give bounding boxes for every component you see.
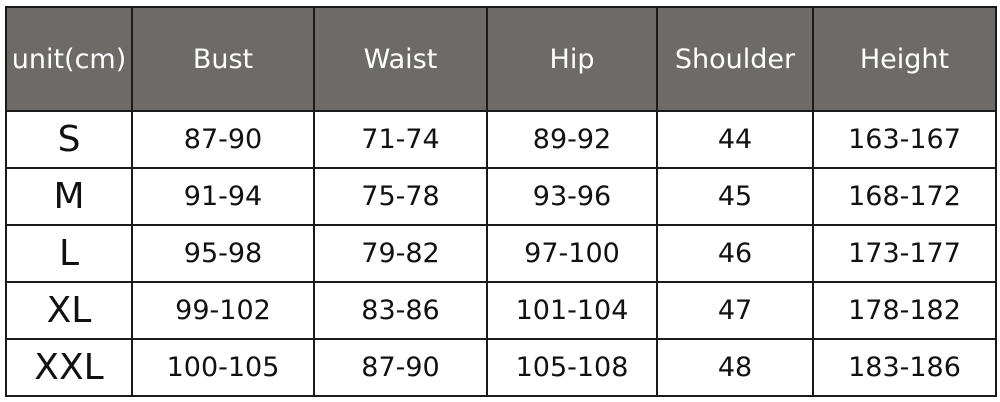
measurement-cell: 83-86	[313, 281, 488, 340]
table-body: S 87-90 71-74 89-92 44 163-167 M 91-94 75-78 93-9…	[5, 110, 997, 397]
measurement-cell: 87-90	[313, 338, 488, 397]
measurement-cell: 99-102	[131, 281, 315, 340]
measurement-cell: 75-78	[313, 167, 488, 226]
column-header: Height	[812, 6, 997, 112]
measurement-cell: 87-90	[131, 110, 315, 169]
measurement-cell: 97-100	[486, 224, 658, 283]
measurement-cell: 71-74	[313, 110, 488, 169]
table-row: M 91-94 75-78 93-96 45 168-172	[5, 167, 997, 226]
size-label-cell: XXL	[5, 338, 133, 397]
size-chart-table: unit(cm) Bust Waist Hip Shoulder Height S 87-9…	[5, 6, 997, 397]
measurement-cell: 47	[656, 281, 814, 340]
measurement-cell: 173-177	[812, 224, 997, 283]
measurement-cell: 163-167	[812, 110, 997, 169]
measurement-cell: 95-98	[131, 224, 315, 283]
measurement-cell: 48	[656, 338, 814, 397]
column-header: Shoulder	[656, 6, 814, 112]
measurement-cell: 101-104	[486, 281, 658, 340]
table-row: XL 99-102 83-86 101-104 47 178-182	[5, 281, 997, 340]
measurement-cell: 46	[656, 224, 814, 283]
size-label-cell: M	[5, 167, 133, 226]
measurement-cell: 100-105	[131, 338, 315, 397]
size-label-cell: S	[5, 110, 133, 169]
table-row: XXL 100-105 87-90 105-108 48 183-186	[5, 338, 997, 397]
measurement-cell: 44	[656, 110, 814, 169]
measurement-cell: 178-182	[812, 281, 997, 340]
column-header: Bust	[131, 6, 315, 112]
measurement-cell: 183-186	[812, 338, 997, 397]
header-row: unit(cm) Bust Waist Hip Shoulder Height	[5, 6, 997, 112]
column-header: Hip	[486, 6, 658, 112]
column-header: Waist	[313, 6, 488, 112]
size-label-cell: L	[5, 224, 133, 283]
table-row: L 95-98 79-82 97-100 46 173-177	[5, 224, 997, 283]
table-row: S 87-90 71-74 89-92 44 163-167	[5, 110, 997, 169]
column-header: unit(cm)	[5, 6, 133, 112]
measurement-cell: 89-92	[486, 110, 658, 169]
size-label-cell: XL	[5, 281, 133, 340]
measurement-cell: 105-108	[486, 338, 658, 397]
measurement-cell: 79-82	[313, 224, 488, 283]
measurement-cell: 45	[656, 167, 814, 226]
measurement-cell: 93-96	[486, 167, 658, 226]
measurement-cell: 91-94	[131, 167, 315, 226]
measurement-cell: 168-172	[812, 167, 997, 226]
